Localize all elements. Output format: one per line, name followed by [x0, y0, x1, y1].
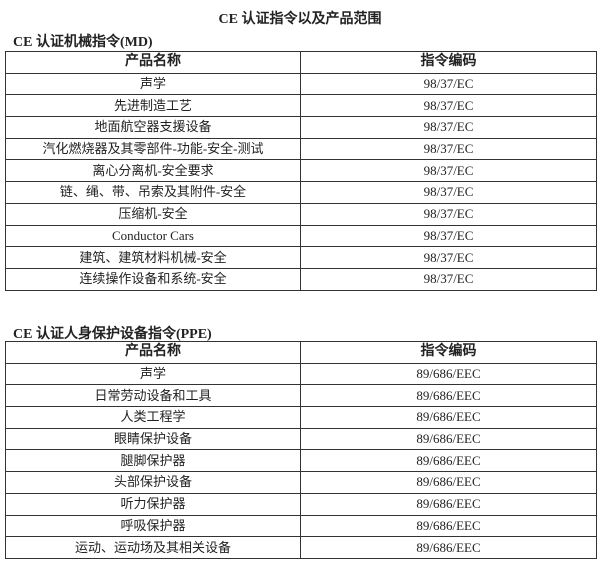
product-name-cell: Conductor Cars [5, 224, 301, 248]
product-name-cell: 地面航空器支援设备 [5, 116, 301, 139]
table-header-row: 产品名称 指令编码 [5, 341, 597, 364]
directive-code-cell: 98/37/EC [300, 94, 597, 118]
table-header-row: 产品名称 指令编码 [5, 51, 597, 74]
table-row: Conductor Cars 98/37/EC [5, 224, 597, 248]
directive-code-cell: 89/686/EEC [300, 384, 597, 408]
section-heading-md: CE 认证机械指令(MD) [13, 35, 153, 50]
table-row: 压缩机-安全 98/37/EC [5, 202, 597, 226]
product-name-cell: 链、绳、带、吊索及其附件-安全 [5, 181, 301, 204]
directive-code-cell: 98/37/EC [300, 72, 597, 96]
product-name-cell: 呼吸保护器 [5, 514, 301, 538]
directive-code-cell: 98/37/EC [300, 116, 597, 139]
directive-code-cell: 98/37/EC [300, 159, 597, 183]
product-name-cell: 压缩机-安全 [5, 202, 301, 226]
column-header-directive-code: 指令编码 [300, 51, 597, 74]
product-name-cell: 眼睛保护设备 [5, 427, 301, 451]
table-row: 汽化燃烧器及其零部件-功能-安全-测试 98/37/EC [5, 137, 597, 161]
product-name-cell: 声学 [5, 362, 301, 386]
table-row: 听力保护器 89/686/EEC [5, 492, 597, 516]
table-row: 先进制造工艺 98/37/EC [5, 94, 597, 118]
directive-code-cell: 89/686/EEC [300, 449, 597, 473]
table-row: 链、绳、带、吊索及其附件-安全 98/37/EC [5, 181, 597, 204]
table-row: 声学 89/686/EEC [5, 362, 597, 386]
product-name-cell: 日常劳动设备和工具 [5, 384, 301, 408]
directive-code-cell: 89/686/EEC [300, 427, 597, 451]
directive-code-cell: 89/686/EEC [300, 362, 597, 386]
directive-code-cell: 89/686/EEC [300, 471, 597, 494]
product-name-cell: 运动、运动场及其相关设备 [5, 536, 301, 559]
table-row: 连续操作设备和系统-安全 98/37/EC [5, 267, 597, 291]
table-row: 眼睛保护设备 89/686/EEC [5, 427, 597, 451]
directive-code-cell: 98/37/EC [300, 246, 597, 269]
page-title: CE 认证指令以及产品范围 [218, 12, 382, 27]
table-row: 离心分离机-安全要求 98/37/EC [5, 159, 597, 183]
table-row: 腿脚保护器 89/686/EEC [5, 449, 597, 473]
table-row: 声学 98/37/EC [5, 72, 597, 96]
column-header-product-name: 产品名称 [5, 51, 301, 74]
directive-code-cell: 98/37/EC [300, 202, 597, 226]
product-name-cell: 听力保护器 [5, 492, 301, 516]
directive-code-cell: 98/37/EC [300, 137, 597, 161]
directive-code-cell: 89/686/EEC [300, 492, 597, 516]
product-name-cell: 头部保护设备 [5, 471, 301, 494]
product-name-cell: 声学 [5, 72, 301, 96]
product-name-cell: 连续操作设备和系统-安全 [5, 267, 301, 291]
table-row: 日常劳动设备和工具 89/686/EEC [5, 384, 597, 408]
directive-code-cell: 98/37/EC [300, 267, 597, 291]
column-header-directive-code: 指令编码 [300, 341, 597, 364]
directive-code-cell: 89/686/EEC [300, 514, 597, 538]
table-row: 头部保护设备 89/686/EEC [5, 471, 597, 494]
directive-code-cell: 98/37/EC [300, 224, 597, 248]
directive-code-cell: 89/686/EEC [300, 406, 597, 429]
table-row: 运动、运动场及其相关设备 89/686/EEC [5, 536, 597, 559]
column-header-product-name: 产品名称 [5, 341, 301, 364]
table-row: 地面航空器支援设备 98/37/EC [5, 116, 597, 139]
directive-code-cell: 98/37/EC [300, 181, 597, 204]
ppe-table: 产品名称 指令编码 声学 89/686/EEC 日常劳动设备和工具 89/686/EE… [5, 341, 597, 559]
product-name-cell: 先进制造工艺 [5, 94, 301, 118]
section-heading-ppe: CE 认证人身保护设备指令(PPE) [13, 327, 212, 342]
directive-code-cell: 89/686/EEC [300, 536, 597, 559]
product-name-cell: 离心分离机-安全要求 [5, 159, 301, 183]
product-name-cell: 人类工程学 [5, 406, 301, 429]
product-name-cell: 腿脚保护器 [5, 449, 301, 473]
table-row: 人类工程学 89/686/EEC [5, 406, 597, 429]
table-row: 建筑、建筑材料机械-安全 98/37/EC [5, 246, 597, 269]
table-row: 呼吸保护器 89/686/EEC [5, 514, 597, 538]
product-name-cell: 建筑、建筑材料机械-安全 [5, 246, 301, 269]
product-name-cell: 汽化燃烧器及其零部件-功能-安全-测试 [5, 137, 301, 161]
md-table: 产品名称 指令编码 声学 98/37/EC 先进制造工艺 98/37/EC 地面航空器支… [5, 51, 597, 291]
